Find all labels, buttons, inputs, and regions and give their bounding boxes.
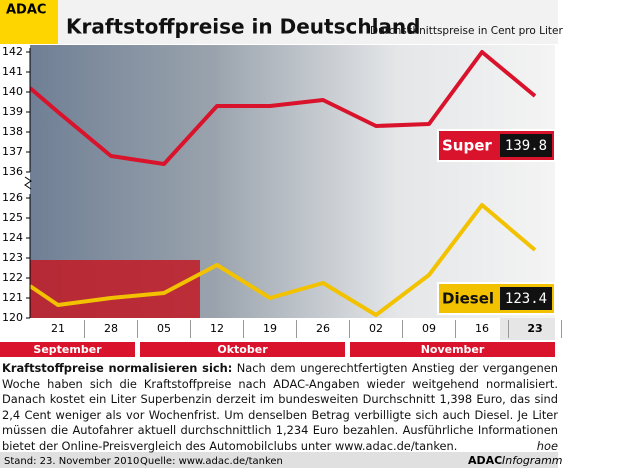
y-tick-label: 124 <box>2 231 23 244</box>
brand-box <box>0 0 58 44</box>
x-tick-label: 12 <box>210 322 224 335</box>
series-line <box>30 50 537 166</box>
lcd-bg <box>500 134 552 157</box>
x-tick-label: 09 <box>422 322 436 335</box>
article-body: Nach dem ungerechtfertigten Anstieg der … <box>2 361 558 453</box>
axis-bg <box>0 45 30 318</box>
y-tick-label: 125 <box>2 211 23 224</box>
current-week-bg <box>500 318 555 340</box>
footer-bg <box>0 452 558 468</box>
x-tick-label: 02 <box>369 322 383 335</box>
month-label: November <box>421 343 485 356</box>
footer-product: Infogramm <box>502 454 563 467</box>
x-tick-label: 19 <box>263 322 277 335</box>
footer-source: Quelle: www.adac.de/tanken <box>140 456 283 467</box>
month-label: September <box>33 343 102 356</box>
legend-label: Diesel <box>442 290 494 308</box>
y-tick-label: 139 <box>2 105 23 118</box>
x-tick-label: 23 <box>527 322 542 335</box>
lcd-value: 139.8 <box>505 138 547 154</box>
x-tick-label: 26 <box>316 322 330 335</box>
y-tick-label: 140 <box>2 85 23 98</box>
month-bar <box>350 342 555 357</box>
series-line <box>30 203 537 317</box>
chart-subtitle: Durchschnittspreise in Cent pro Liter <box>370 25 563 37</box>
y-tick-label: 137 <box>2 145 23 158</box>
month-bar <box>0 342 135 357</box>
y-tick-label: 120 <box>2 311 23 324</box>
x-tick-label: 05 <box>157 322 171 335</box>
month-bar <box>140 342 345 357</box>
x-tick-label: 21 <box>51 322 65 335</box>
y-tick-label: 121 <box>2 291 23 304</box>
article-author: hoe <box>536 438 558 453</box>
xaxis-bg <box>0 318 555 340</box>
month-label: Oktober <box>217 343 268 356</box>
y-tick-label: 141 <box>2 65 23 78</box>
y-tick-label: 123 <box>2 251 23 264</box>
lcd-bg <box>500 287 552 310</box>
brand: ADAC <box>6 3 46 18</box>
legend-label: Super <box>442 137 492 155</box>
y-tick-label: 122 <box>2 271 23 284</box>
y-tick-label: 138 <box>2 125 23 138</box>
y-tick-label: 142 <box>2 45 23 58</box>
y-tick-label: 126 <box>2 191 23 204</box>
footer-stand: Stand: 23. November 2010 <box>4 456 139 467</box>
chart-title: Kraftstoffpreise in Deutschland <box>66 15 420 39</box>
y-tick-label: 136 <box>2 165 23 178</box>
footer-brand: ADAC <box>468 454 502 467</box>
x-tick-label: 28 <box>104 322 118 335</box>
header-bg <box>58 0 558 44</box>
article: Kraftstoffpreise normalisieren sich: Nac… <box>2 361 558 455</box>
lcd-value: 123.4 <box>505 291 547 307</box>
article-lead: Kraftstoffpreise normalisieren sich: <box>2 361 233 375</box>
axis-break <box>24 176 32 190</box>
x-tick-label: 16 <box>475 322 489 335</box>
